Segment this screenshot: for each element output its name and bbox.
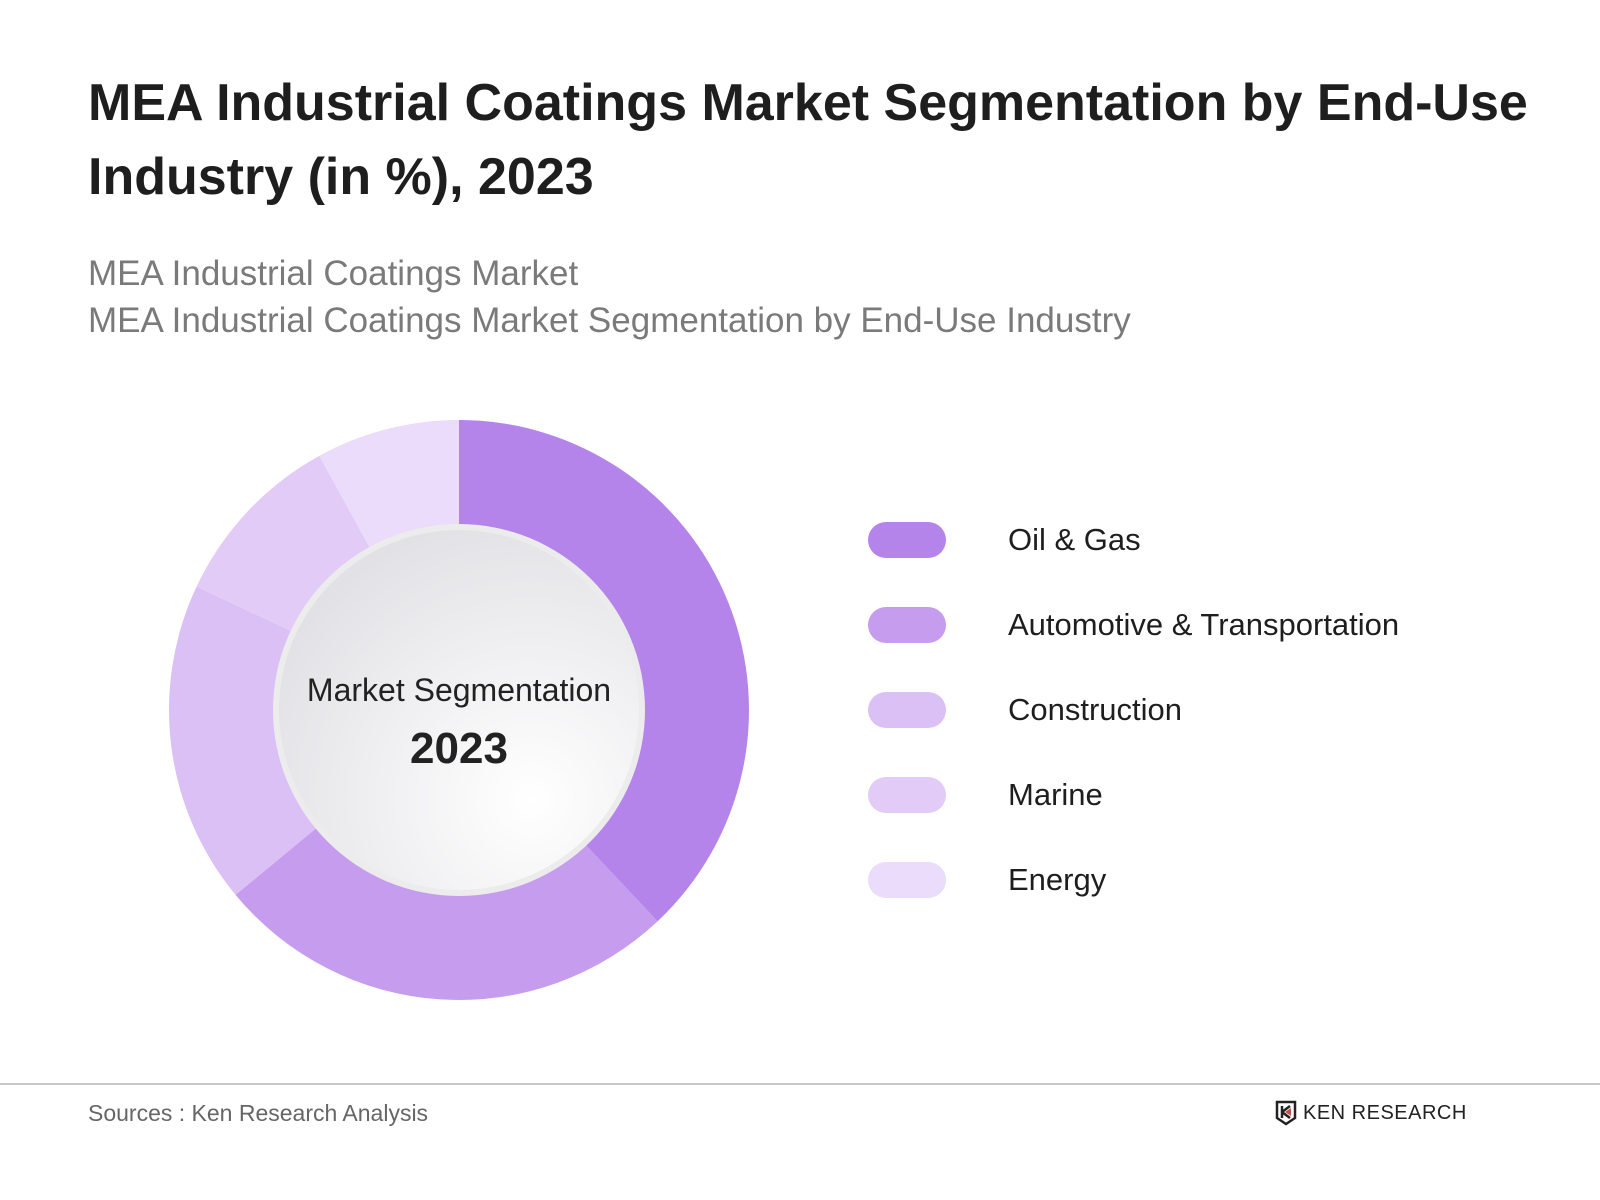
legend-swatch [868,862,946,898]
subtitle-market: MEA Industrial Coatings Market [88,254,579,293]
subtitle-segmentation: MEA Industrial Coatings Market Segmentat… [88,301,1131,340]
legend-swatch [868,607,946,643]
center-year: 2023 [410,724,508,773]
legend-label: Marine [1008,777,1103,812]
center-label: Market Segmentation [306,672,612,708]
legend-swatch [868,777,946,813]
chart-title: MEA Industrial Coatings Market Segmentat… [88,74,1528,206]
donut-chart [169,420,749,1000]
logo-text: KEN RESEARCH [1303,1101,1467,1124]
legend-label: Automotive & Transportation [1008,607,1400,642]
legend-label: Construction [1008,692,1183,727]
legend-item: Automotive & Transportation [868,605,1568,645]
legend-item: Construction [868,690,1568,730]
center-disc [279,530,639,890]
legend-label: Oil & Gas [1008,522,1141,557]
ken-research-logo: KEN RESEARCH [1275,1100,1467,1126]
source-note: Sources : Ken Research Analysis [88,1100,429,1126]
ken-logo-icon [1275,1100,1297,1126]
legend-item: Marine [868,775,1568,815]
legend-swatch [868,692,946,728]
legend-swatch [868,522,946,558]
legend-item: Energy [868,860,1568,900]
legend-label: Energy [1008,862,1107,897]
legend-item: Oil & Gas [868,520,1568,560]
footer-divider [0,1083,1600,1085]
